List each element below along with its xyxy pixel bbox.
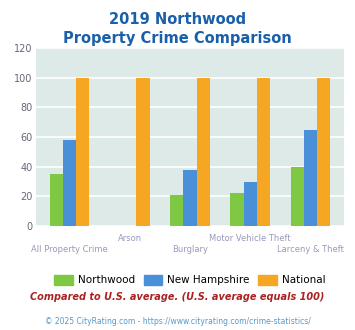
Text: Motor Vehicle Theft: Motor Vehicle Theft — [209, 234, 291, 244]
Bar — [183, 170, 197, 226]
Text: Larceny & Theft: Larceny & Theft — [277, 246, 344, 254]
Bar — [197, 78, 210, 226]
Bar — [63, 140, 76, 226]
Legend: Northwood, New Hampshire, National: Northwood, New Hampshire, National — [50, 271, 330, 289]
Bar — [317, 78, 330, 226]
Bar — [170, 195, 183, 226]
Text: Burglary: Burglary — [172, 246, 208, 254]
Bar — [244, 182, 257, 226]
Text: © 2025 CityRating.com - https://www.cityrating.com/crime-statistics/: © 2025 CityRating.com - https://www.city… — [45, 317, 310, 326]
Bar — [50, 174, 63, 226]
Text: Compared to U.S. average. (U.S. average equals 100): Compared to U.S. average. (U.S. average … — [30, 292, 325, 302]
Text: All Property Crime: All Property Crime — [31, 246, 108, 254]
Bar — [257, 78, 270, 226]
Text: Property Crime Comparison: Property Crime Comparison — [63, 31, 292, 46]
Bar — [304, 130, 317, 226]
Bar — [230, 193, 244, 226]
Text: 2019 Northwood: 2019 Northwood — [109, 12, 246, 26]
Bar — [136, 78, 149, 226]
Bar — [76, 78, 89, 226]
Text: Arson: Arson — [118, 234, 142, 244]
Bar — [290, 167, 304, 226]
